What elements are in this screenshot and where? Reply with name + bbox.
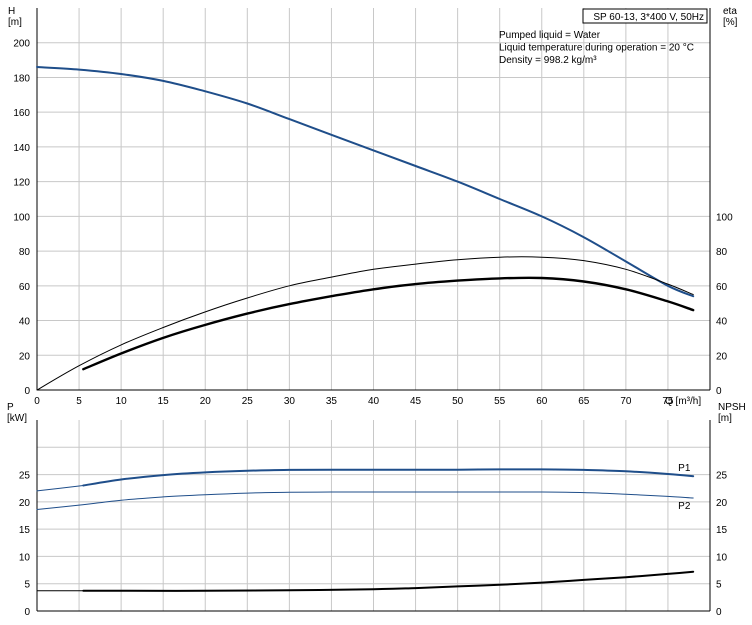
y-axis-label-right: NPSH (718, 402, 746, 413)
x-tick-label: 15 (158, 396, 170, 407)
y-tick-label-left: 60 (19, 282, 31, 293)
y-axis-label-left: H (8, 6, 15, 17)
x-tick-label: 60 (536, 396, 548, 407)
y-tick-label-left: 160 (13, 108, 30, 119)
y-tick-label-right: 0 (716, 386, 722, 397)
y-tick-label-right: 15 (716, 525, 728, 536)
y-axis-label-left: [m] (8, 17, 22, 28)
series-line-P1 (82, 468, 695, 487)
y-tick-label-left: 5 (24, 580, 30, 591)
y-tick-label-right: 20 (716, 498, 728, 509)
y-tick-label-left: 120 (13, 178, 30, 189)
y-tick-label-right: 80 (716, 247, 728, 258)
y-tick-label-left: 20 (19, 498, 31, 509)
y-tick-label-right: 40 (716, 317, 728, 328)
title-box-text: SP 60-13, 3*400 V, 50Hz (593, 12, 704, 23)
series-label-P2: P2 (678, 501, 691, 512)
y-tick-label-right: 5 (716, 580, 722, 591)
y-tick-label-right: 10 (716, 552, 728, 563)
x-tick-label: 50 (452, 396, 464, 407)
y-tick-label-left: 200 (13, 39, 30, 50)
y-tick-label-right: 20 (716, 351, 728, 362)
x-tick-label: 45 (410, 396, 422, 407)
info-line: Pumped liquid = Water (499, 30, 601, 41)
y-tick-label-left: 40 (19, 317, 31, 328)
y-tick-label-left: 100 (13, 212, 30, 223)
y-axis-label-right: [m] (718, 413, 732, 424)
title-box (582, 8, 708, 24)
x-tick-label: 65 (578, 396, 590, 407)
y-tick-label-left: 140 (13, 143, 30, 154)
y-axis-label-left: [kW] (7, 413, 27, 424)
info-line: Liquid temperature during operation = 20… (499, 43, 694, 54)
y-axis-label-right: [%] (723, 17, 738, 28)
series-label-P1: P1 (678, 463, 691, 474)
x-tick-label: 30 (284, 396, 296, 407)
y-tick-label-left: 180 (13, 73, 30, 84)
x-tick-label: 55 (494, 396, 506, 407)
y-tick-label-left: 20 (19, 351, 31, 362)
y-tick-label-left: 80 (19, 247, 31, 258)
y-tick-label-left: 25 (19, 471, 31, 482)
x-axis-label: Q [m³/h] (665, 396, 701, 407)
y-tick-label-left: 0 (24, 607, 30, 618)
info-line: Density = 998.2 kg/m³ (499, 55, 597, 66)
y-axis-label-right: eta (723, 6, 737, 17)
x-tick-label: 10 (116, 396, 128, 407)
x-tick-label: 20 (200, 396, 212, 407)
y-tick-label-right: 0 (716, 607, 722, 618)
y-tick-label-right: 100 (716, 212, 733, 223)
y-tick-label-left: 0 (24, 386, 30, 397)
y-axis-label-left: P (7, 402, 14, 413)
series-line-P1_ext (36, 485, 84, 492)
x-tick-label: 0 (34, 396, 40, 407)
x-tick-label: 40 (368, 396, 380, 407)
y-tick-label-left: 15 (19, 525, 31, 536)
series-line-eta_pump (82, 276, 695, 371)
x-tick-label: 35 (326, 396, 338, 407)
series-line-P2 (36, 491, 694, 510)
y-tick-label-right: 25 (716, 471, 728, 482)
y-tick-label-right: 60 (716, 282, 728, 293)
x-tick-label: 5 (76, 396, 82, 407)
series-line-NPSH (82, 570, 695, 592)
x-tick-label: 75 (662, 396, 674, 407)
x-tick-label: 25 (242, 396, 254, 407)
x-tick-label: 70 (620, 396, 632, 407)
series-line-H (36, 66, 695, 298)
series-line-eta_total (36, 256, 694, 391)
y-tick-label-left: 10 (19, 552, 31, 563)
